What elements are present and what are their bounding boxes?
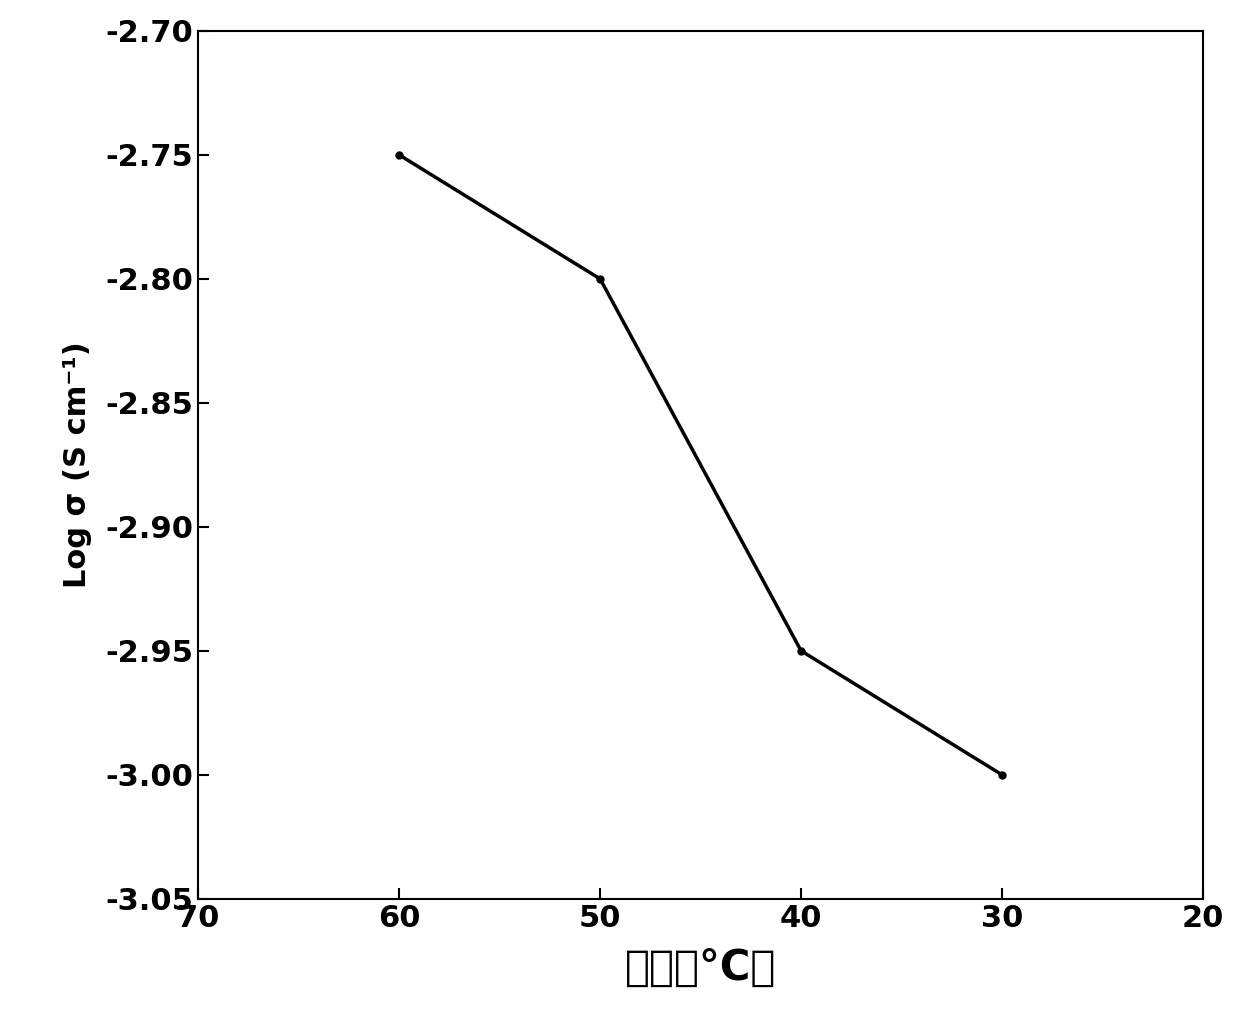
X-axis label: 温度（°C）: 温度（°C） — [625, 946, 776, 989]
Y-axis label: Log σ (S cm⁻¹): Log σ (S cm⁻¹) — [63, 342, 92, 588]
